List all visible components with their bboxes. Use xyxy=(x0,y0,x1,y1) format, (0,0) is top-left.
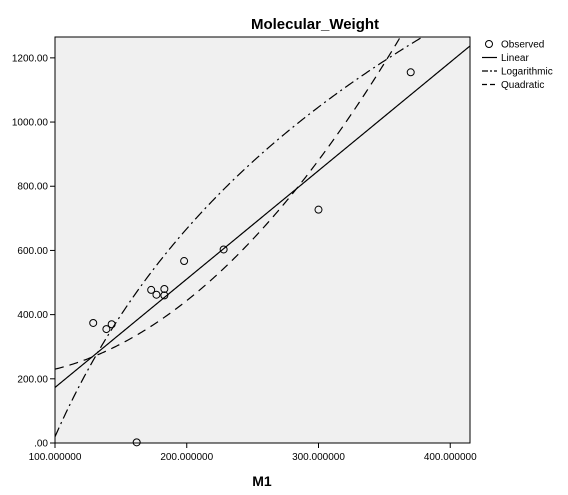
chart-title: Molecular_Weight xyxy=(251,16,379,33)
y-tick-label: 1000.00 xyxy=(12,118,49,129)
axes: .00 200.00 400.00 600.00 800.00 1000.00 1200.0… xyxy=(12,53,477,463)
y-tick-label: 200.00 xyxy=(17,374,48,385)
legend-label: Observed xyxy=(501,40,544,51)
observed-point xyxy=(180,257,189,266)
observed-point xyxy=(314,205,323,214)
x-tick-label: 400.000000 xyxy=(424,452,477,463)
y-tick-label: 800.00 xyxy=(17,182,48,193)
x-tick-label: 300.000000 xyxy=(292,452,345,463)
observed-point xyxy=(132,438,141,447)
legend-marker-observed xyxy=(485,40,493,48)
y-tick-label: 600.00 xyxy=(17,246,48,257)
observed-point xyxy=(107,320,116,329)
y-tick-label: 400.00 xyxy=(17,310,48,321)
observed-point xyxy=(406,68,415,77)
legend-label: Quadratic xyxy=(501,80,544,91)
y-tick-label: 1200.00 xyxy=(12,53,49,64)
y-tick-label: .00 xyxy=(34,439,48,450)
fit-line-logarithmic xyxy=(55,37,424,438)
observed-points xyxy=(89,68,415,447)
plot-area xyxy=(54,36,471,444)
legend: Observed Linear Logarithmic Quadratic xyxy=(482,40,553,91)
fit-line-linear xyxy=(55,45,470,388)
observed-point xyxy=(152,290,161,299)
observed-point xyxy=(147,285,156,294)
fit-lines xyxy=(55,37,470,438)
observed-point xyxy=(160,284,169,293)
observed-point xyxy=(160,291,169,300)
observed-point xyxy=(219,245,228,254)
x-tick-label: 100.000000 xyxy=(29,452,82,463)
x-tick-label: 200.000000 xyxy=(160,452,213,463)
x-axis-title: M1 xyxy=(252,473,272,489)
legend-label: Logarithmic xyxy=(501,67,553,78)
observed-point xyxy=(89,318,98,327)
observed-point xyxy=(102,325,111,334)
legend-label: Linear xyxy=(501,53,529,64)
